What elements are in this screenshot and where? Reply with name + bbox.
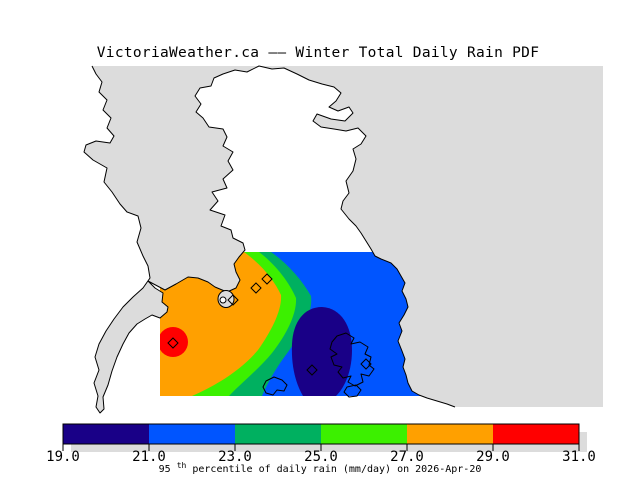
station-marker: [360, 358, 372, 370]
station-marker: [250, 282, 262, 294]
colorbar-tick-label: 19.0: [46, 449, 80, 465]
colorbar: 19.0 21.0 23.0 25.0 27.0 29.0 31.0 95 th…: [46, 423, 596, 475]
legend-swatch-21-23: [149, 424, 235, 444]
legend-swatch-19-21: [63, 424, 149, 444]
legend-swatch-29-31: [493, 424, 579, 444]
colorbar-caption: 95 th percentile of daily rain (mm/day) …: [159, 460, 482, 475]
hook-bay-spit: [219, 296, 227, 304]
caption-value: 95: [159, 464, 171, 475]
colorbar-tick-label: 27.0: [390, 449, 424, 465]
station-marker: [227, 294, 239, 306]
colorbar-tick-label: 29.0: [476, 449, 510, 465]
colorbar-tick-label: 21.0: [132, 449, 166, 465]
contour-band-29-31: [160, 327, 188, 357]
station-markers: [167, 273, 372, 376]
contour-band-19-21: [291, 307, 352, 396]
station-marker: [306, 364, 318, 376]
legend-swatch-25-27: [321, 424, 407, 444]
water-body: [84, 66, 603, 413]
island-outline-west: [262, 376, 288, 396]
page-title: VictoriaWeather.ca —— Winter Total Daily…: [97, 45, 539, 61]
station-marker: [167, 337, 179, 349]
caption-rest: percentile of daily rain (mm/day) on 202…: [192, 464, 481, 475]
coastline: [83, 65, 456, 414]
island-outline-large: [329, 332, 375, 387]
colorbar-ticks: [62, 444, 580, 451]
caption-superscript: th: [177, 461, 187, 470]
legend-swatch-27-29: [407, 424, 493, 444]
legend-swatch-23-25: [235, 424, 321, 444]
island-outline-small-south: [343, 384, 362, 398]
colorbar-tick-label: 25.0: [304, 449, 338, 465]
station-marker: [261, 273, 273, 285]
contour-field: [160, 252, 430, 396]
colorbar-tick-label: 23.0: [218, 449, 252, 465]
colorbar-tick-label: 31.0: [562, 449, 596, 465]
hook-bay: [217, 290, 235, 308]
